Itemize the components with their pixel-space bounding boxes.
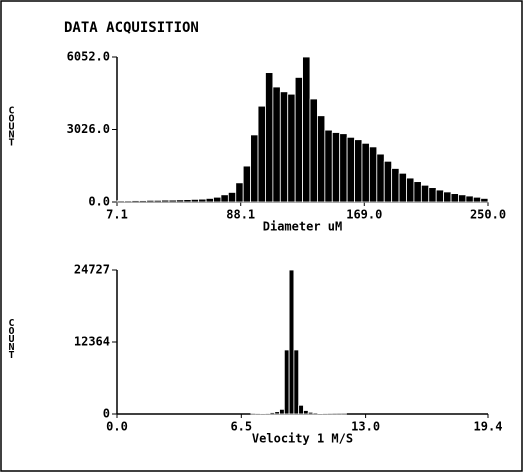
bar [324,129,333,203]
bar [190,198,200,203]
bar [317,412,323,415]
bar [472,196,482,203]
bar [283,349,290,415]
bar [298,404,304,415]
bar [168,199,177,203]
bar [398,172,407,203]
bar [264,412,271,415]
bar [368,146,378,203]
bar [413,181,422,203]
bar [265,72,274,203]
x-tick-label: 7.1 [106,208,128,222]
bar [303,410,309,415]
bar [331,132,341,203]
y-tick-label: 6052.0 [67,50,110,64]
bar [272,86,281,203]
x-axis-label: Diameter uM [263,220,342,234]
bar [274,411,280,415]
y-tick-label: 0 [103,407,110,421]
bar [361,142,370,203]
bar [312,412,319,415]
bar [339,133,348,203]
x-tick-label: 6.5 [230,420,252,434]
bar [183,199,192,203]
x-tick-label: 13.0 [351,420,380,434]
bar [242,165,252,203]
bar [213,196,222,203]
y-axis-label: COUNT [6,318,17,358]
y-axis-label: COUNT [6,106,17,146]
bar [480,198,489,203]
bar [227,192,237,203]
bar [287,93,296,203]
bar [307,411,314,415]
x-tick-label: 250.0 [470,208,506,222]
bar [235,182,244,203]
bar [138,200,148,203]
bar [376,153,385,203]
bar [317,115,326,203]
bar [279,408,285,415]
bar [309,98,318,203]
bar [161,199,170,203]
bar [250,134,259,203]
bar [279,91,289,203]
x-tick-label: 19.4 [474,420,503,434]
y-tick-label: 3026.0 [67,122,110,136]
x-tick-label: 88.1 [226,208,255,222]
bar [428,187,437,203]
x-tick-label: 0.0 [106,420,128,434]
bar [450,193,459,203]
bar [465,195,474,203]
bar [458,194,467,203]
bar [420,184,430,203]
bar [220,194,229,203]
y-tick-label: 24727 [74,263,110,277]
x-axis-label: Velocity 1 M/S [252,432,353,446]
bar [293,349,300,415]
bar [391,168,400,203]
x-tick-label: 169.0 [346,208,382,222]
bar [383,160,393,203]
bar [294,77,303,203]
bar [257,105,266,203]
bar [443,191,452,203]
bar [146,199,155,203]
y-tick-label: 12364 [74,334,110,348]
bar [175,199,185,203]
bar [288,269,295,415]
bar [269,412,276,415]
bar [124,200,133,203]
bar [131,200,140,203]
bar [205,198,214,203]
bar [198,198,207,203]
bar [406,177,415,203]
bar [302,56,311,203]
bar [354,139,363,203]
bar [260,413,266,415]
y-tick-label: 0.0 [88,195,110,209]
bar [116,200,125,203]
bar [346,136,355,203]
bar [153,199,162,203]
screen-title: DATA ACQUISITION [64,20,199,36]
bar [435,189,445,203]
